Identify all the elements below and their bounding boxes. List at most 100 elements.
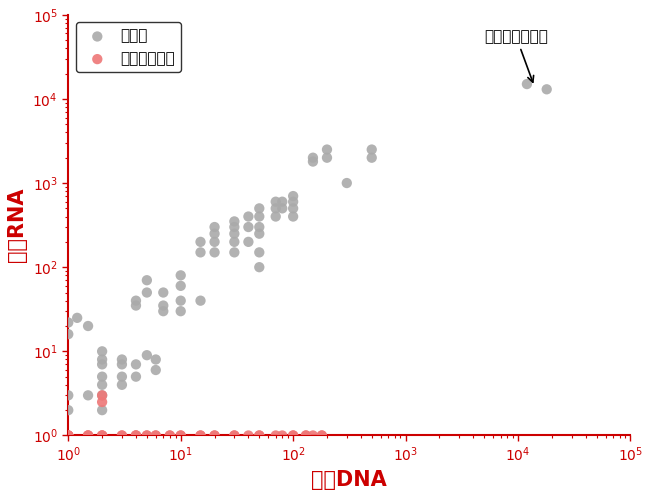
淡水魚 (254, 230, 265, 238)
淡水魚 (131, 373, 141, 381)
淡水魚 (254, 248, 265, 256)
Text: 種ごとのデータ: 種ごとのデータ (484, 29, 548, 82)
淡水魚 (229, 248, 240, 256)
淡水魚 (209, 248, 220, 256)
淡水魚 (97, 406, 107, 414)
海水・汗水魚 (288, 431, 298, 439)
淡水魚 (72, 314, 83, 322)
海水・汗水魚 (164, 431, 175, 439)
海水・汗水魚 (301, 431, 311, 439)
淡水魚 (367, 154, 377, 162)
海水・汗水魚 (142, 431, 152, 439)
淡水魚 (229, 217, 240, 225)
淡水魚 (243, 213, 254, 221)
淡水魚 (288, 192, 298, 200)
海水・汗水魚 (195, 431, 205, 439)
淡水魚 (541, 85, 552, 93)
海水・汗水魚 (317, 431, 327, 439)
淡水魚 (307, 154, 318, 162)
淡水魚 (270, 204, 281, 212)
淡水魚 (209, 223, 220, 231)
淡水魚 (83, 391, 93, 399)
淡水魚 (229, 230, 240, 238)
淡水魚 (117, 355, 127, 363)
淡水魚 (158, 302, 168, 310)
淡水魚 (176, 307, 186, 315)
Y-axis label: 環境RNA: 環境RNA (7, 188, 27, 262)
淡水魚 (97, 355, 107, 363)
淡水魚 (322, 146, 332, 154)
淡水魚 (142, 276, 152, 284)
海水・汗水魚 (97, 431, 107, 439)
海水・汗水魚 (270, 431, 281, 439)
海水・汗水魚 (195, 431, 205, 439)
淡水魚 (176, 297, 186, 305)
淡水魚 (288, 204, 298, 212)
淡水魚 (243, 223, 254, 231)
海水・汗水魚 (97, 431, 107, 439)
淡水魚 (131, 297, 141, 305)
海水・汗水魚 (176, 431, 186, 439)
淡水魚 (342, 179, 352, 187)
淡水魚 (322, 154, 332, 162)
淡水魚 (63, 319, 73, 327)
海水・汗水魚 (301, 431, 311, 439)
淡水魚 (195, 238, 205, 246)
淡水魚 (209, 238, 220, 246)
X-axis label: 環境DNA: 環境DNA (311, 470, 387, 490)
淡水魚 (229, 223, 240, 231)
淡水魚 (63, 330, 73, 338)
海水・汗水魚 (63, 431, 73, 439)
Legend: 淡水魚, 海水・汗水魚: 淡水魚, 海水・汗水魚 (76, 22, 181, 72)
淡水魚 (97, 373, 107, 381)
海水・汗水魚 (288, 431, 298, 439)
淡水魚 (277, 198, 287, 206)
海水・汗水魚 (83, 431, 93, 439)
淡水魚 (63, 406, 73, 414)
淡水魚 (254, 204, 265, 212)
淡水魚 (97, 381, 107, 389)
海水・汗水魚 (229, 431, 240, 439)
海水・汗水魚 (209, 431, 220, 439)
淡水魚 (176, 282, 186, 290)
海水・汗水魚 (229, 431, 240, 439)
淡水魚 (142, 289, 152, 297)
淡水魚 (270, 213, 281, 221)
海水・汗水魚 (209, 431, 220, 439)
淡水魚 (117, 381, 127, 389)
淡水魚 (142, 351, 152, 359)
淡水魚 (229, 238, 240, 246)
海水・汗水魚 (63, 431, 73, 439)
淡水魚 (270, 198, 281, 206)
淡水魚 (195, 297, 205, 305)
淡水魚 (522, 80, 532, 88)
淡水魚 (83, 322, 93, 330)
淡水魚 (209, 230, 220, 238)
淡水魚 (288, 198, 298, 206)
海水・汗水魚 (176, 431, 186, 439)
海水・汗水魚 (117, 431, 127, 439)
淡水魚 (307, 158, 318, 166)
海水・汗水魚 (63, 431, 73, 439)
淡水魚 (97, 360, 107, 368)
淡水魚 (131, 302, 141, 310)
淡水魚 (367, 146, 377, 154)
淡水魚 (97, 391, 107, 399)
海水・汗水魚 (151, 431, 161, 439)
海水・汗水魚 (131, 431, 141, 439)
海水・汗水魚 (307, 431, 318, 439)
淡水魚 (243, 238, 254, 246)
海水・汗水魚 (97, 391, 107, 399)
淡水魚 (195, 248, 205, 256)
淡水魚 (158, 289, 168, 297)
海水・汗水魚 (97, 398, 107, 406)
海水・汗水魚 (243, 431, 254, 439)
海水・汗水魚 (151, 431, 161, 439)
海水・汗水魚 (277, 431, 287, 439)
海水・汗水魚 (254, 431, 265, 439)
淡水魚 (97, 347, 107, 355)
淡水魚 (151, 355, 161, 363)
海水・汗水魚 (97, 431, 107, 439)
海水・汗水魚 (142, 431, 152, 439)
海水・汗水魚 (83, 431, 93, 439)
